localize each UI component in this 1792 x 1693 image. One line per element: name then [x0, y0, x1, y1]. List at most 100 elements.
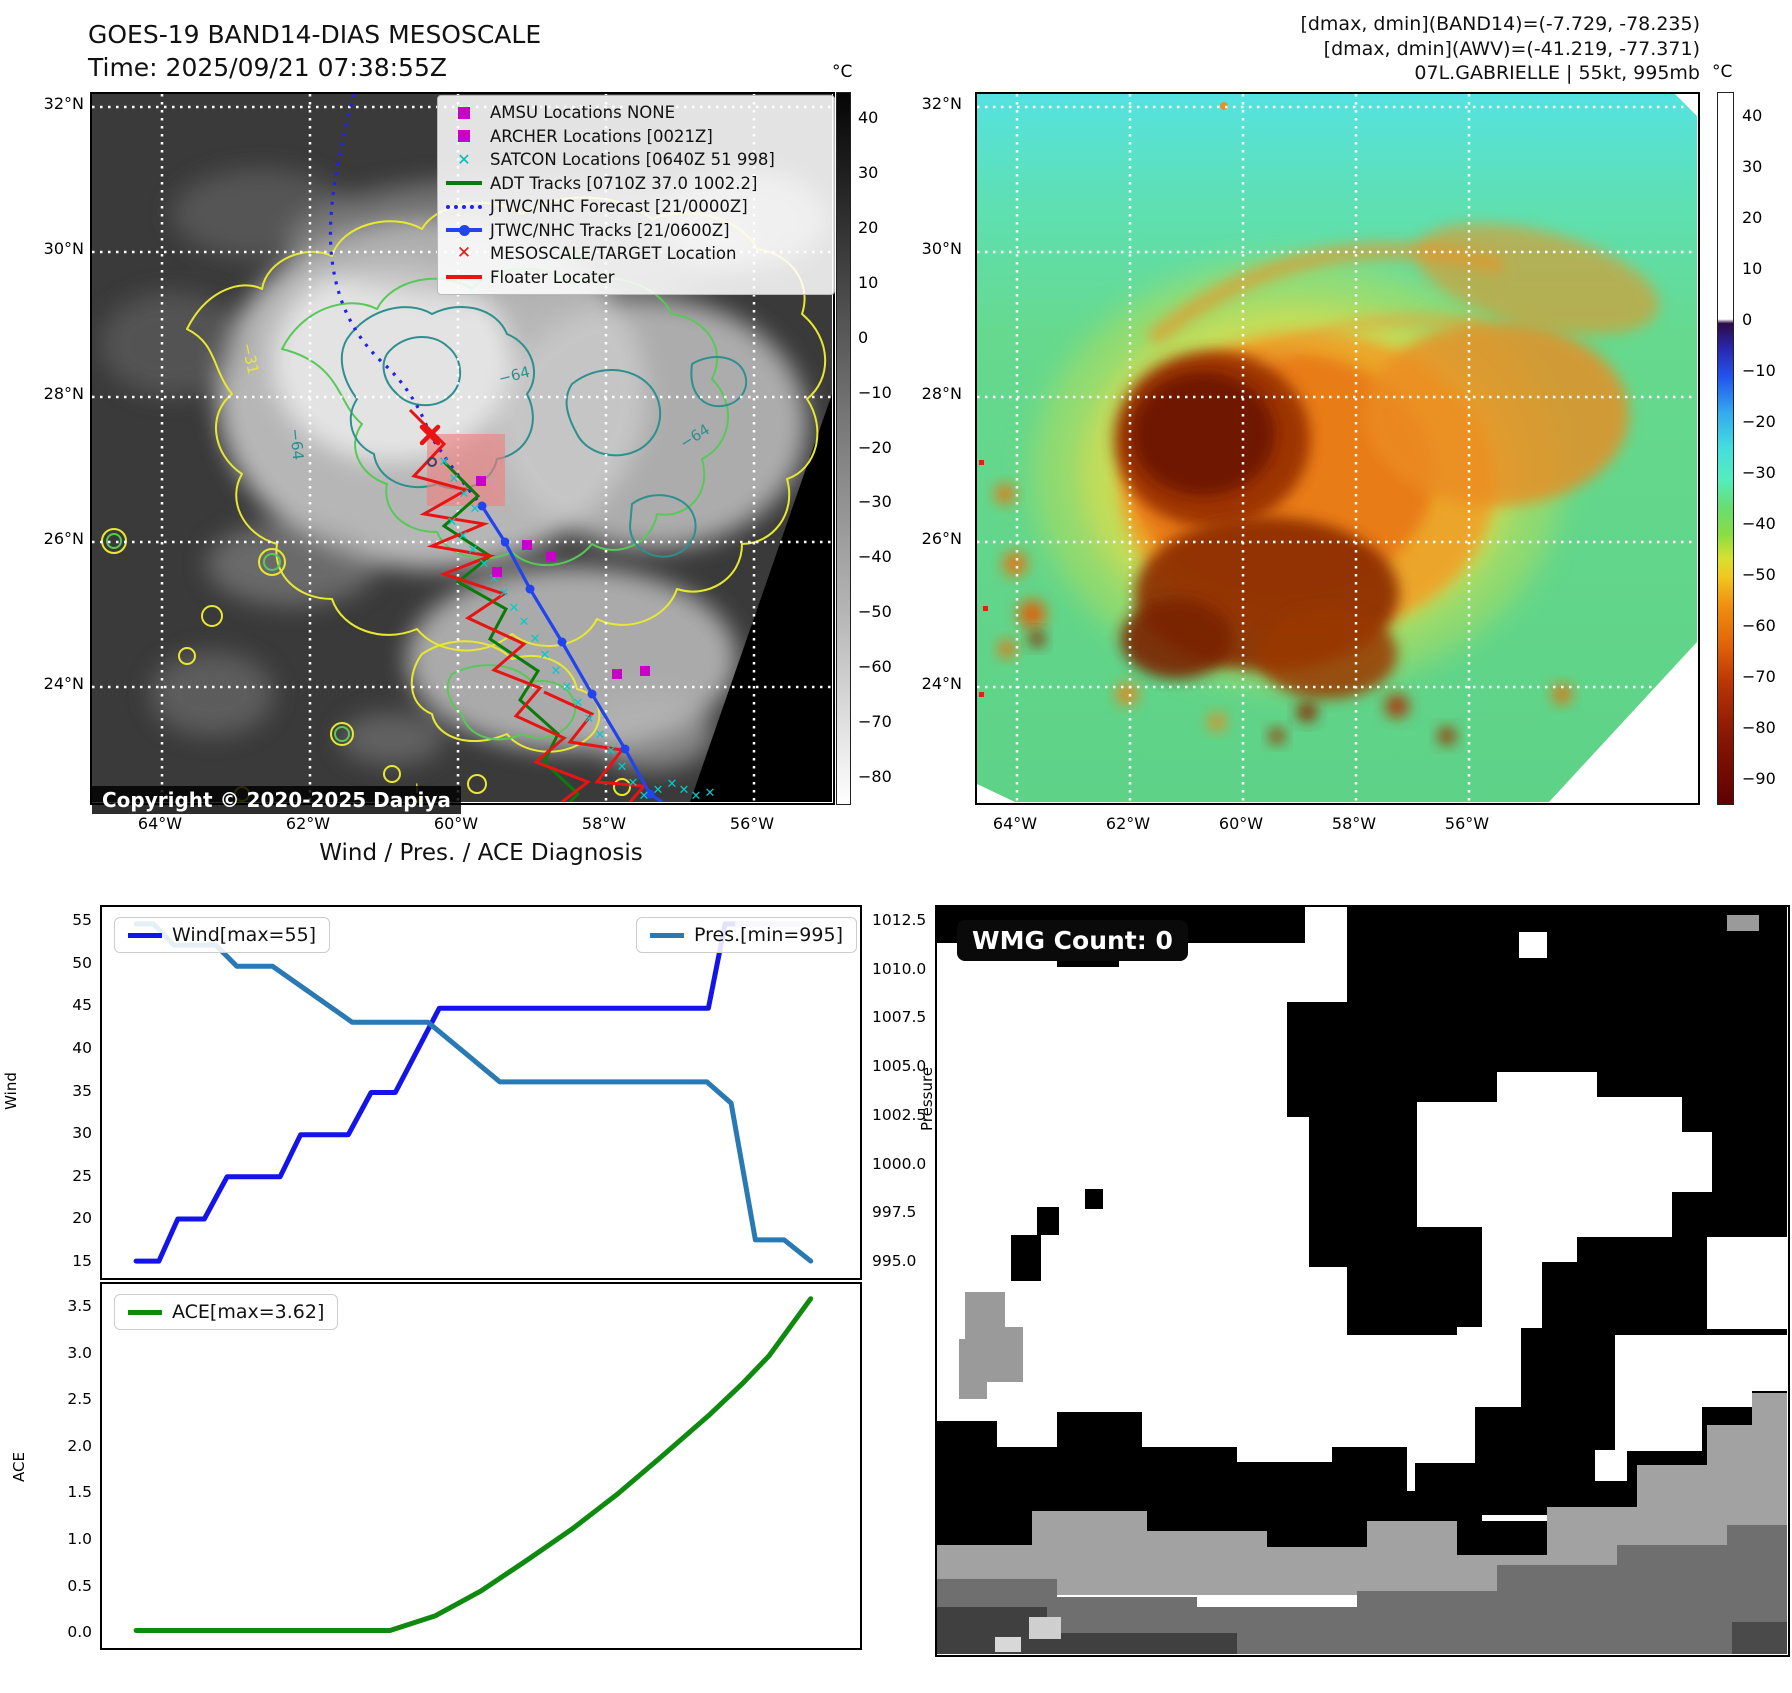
page-title: GOES-19 BAND14-DIAS MESOSCALE Time: 2025… — [88, 18, 541, 84]
wind-tick-label: 50 — [72, 953, 92, 972]
satcon-x-icon: ✕ — [679, 783, 690, 798]
lon-tick-label: 60°W — [1218, 814, 1264, 833]
colorbar-tick-label: −80 — [1742, 717, 1776, 737]
hot-pixel-marks — [979, 460, 988, 697]
pressure-tick-label: 1002.5 — [872, 1105, 927, 1124]
awv-colorbar — [1717, 92, 1734, 805]
legend-item-forecast: JTWC/NHC Forecast [21/0000Z] — [438, 195, 834, 219]
ace-chart — [100, 1282, 862, 1650]
satcon-x-icon: ✕ — [479, 557, 490, 572]
legend-label: JTWC/NHC Forecast [21/0000Z] — [490, 197, 748, 217]
ace-tick-label: 0.5 — [67, 1576, 92, 1595]
blue-line-dot-icon — [438, 224, 490, 236]
steelblue-line-icon — [650, 932, 684, 938]
wmg-midgray-band — [937, 1525, 1787, 1654]
satcon-x-icon: ✕ — [595, 728, 606, 743]
storm-id: 07L.GABRIELLE | 55kt, 995mb — [1414, 62, 1700, 84]
satcon-x-icon: ✕ — [540, 648, 551, 663]
colorbar-tick-label: −30 — [1742, 462, 1776, 482]
legend-label: ARCHER Locations [0021Z] — [490, 126, 713, 146]
satcon-x-icon: ✕ — [530, 632, 541, 647]
archer-location-marks — [476, 476, 650, 679]
jtwc-track-points — [477, 501, 655, 799]
floater-track — [408, 408, 592, 804]
no-data-wedge-bl — [977, 784, 1015, 802]
colorbar-tick-label: 0 — [858, 327, 869, 347]
lon-tick-label: 64°W — [992, 814, 1038, 833]
colorbar-tick-label: 40 — [858, 108, 879, 128]
awv-color-map — [975, 92, 1700, 805]
colorbar-tick-label: 20 — [858, 218, 879, 238]
legend-label: Floater Locater — [490, 267, 615, 287]
lat-tick-label: 32°N — [43, 94, 84, 113]
satcon-x-icon: ✕ — [653, 783, 664, 798]
copyright-badge: Copyright © 2020-2025 Dapiya — [92, 786, 461, 814]
pressure-tick-label: 995.0 — [872, 1251, 917, 1270]
satcon-x-icon: ✕ — [509, 601, 520, 616]
dmax-band14: [dmax, dmin](BAND14)=(-7.729, -78.235) — [1300, 13, 1700, 35]
satcon-x-icon: ✕ — [489, 572, 500, 587]
map-legend: AMSU Locations NONE ARCHER Locations [00… — [437, 95, 835, 295]
blue-line-icon — [128, 932, 162, 938]
colorbar-tick-label: −10 — [1742, 361, 1776, 381]
wmg-count-badge: WMG Count: 0 — [957, 920, 1188, 961]
wind-axis-label: Wind — [1, 1072, 20, 1110]
colorbar-unit: °C — [832, 62, 853, 82]
pressure-legend-label: Pres.[min=995] — [694, 924, 843, 946]
map-gridlines — [977, 94, 1697, 802]
colorbar-tick-label: 0 — [1742, 310, 1753, 330]
satcon-x-icon: ✕ — [573, 696, 584, 711]
ace-tick-label: 0.0 — [67, 1623, 92, 1642]
cyan-x-icon: ✕ — [457, 149, 471, 169]
wind-legend: Wind[max=55] — [114, 917, 331, 953]
colorbar-tick-label: 30 — [858, 163, 879, 183]
satcon-x-icon: ✕ — [470, 502, 481, 517]
satcon-location-marks: ✕✕✕✕✕✕✕✕✕✕✕✕✕✕✕✕✕✕✕✕✕✕✕ ✕ ✕ ✕ ✕ ✕ — [439, 455, 716, 804]
wmg-mask-panel — [935, 905, 1790, 1657]
legend-label: SATCON Locations [0640Z 51 998] — [490, 150, 775, 170]
green-line-icon — [438, 181, 490, 186]
band14-colorbar — [836, 92, 851, 805]
series-pres-min-995- — [133, 921, 814, 1264]
lon-tick-label: 56°W — [729, 814, 775, 833]
pressure-tick-label: 1007.5 — [872, 1008, 927, 1027]
satcon-x-icon: ✕ — [606, 744, 617, 759]
colorbar-tick-label: −80 — [858, 766, 892, 786]
center-fix-circle — [427, 457, 437, 467]
legend-item-amsu: AMSU Locations NONE — [438, 101, 834, 125]
satcon-x-icon: ✕ — [447, 515, 458, 530]
lon-tick-label: 62°W — [285, 814, 331, 833]
satcon-x-icon: ✕ — [468, 543, 479, 558]
satcon-x-icon: ✕ — [617, 760, 628, 775]
satcon-x-icon: ✕ — [584, 712, 595, 727]
colorbar-tick-label: −20 — [1742, 412, 1776, 432]
magenta-square-icon — [438, 106, 490, 119]
lat-tick-label: 32°N — [921, 94, 962, 113]
lon-tick-label: 58°W — [581, 814, 627, 833]
satcon-x-icon: ✕ — [458, 529, 469, 544]
colorbar-tick-label: 40 — [1742, 106, 1763, 126]
colorbar-tick-label: −60 — [1742, 615, 1776, 635]
pressure-tick-label: 1012.5 — [872, 911, 927, 930]
colorbar-unit: °C — [1712, 62, 1733, 82]
jtwc-best-track — [480, 505, 663, 804]
satcon-x-icon: ✕ — [562, 680, 573, 695]
pressure-tick-label: 997.5 — [872, 1203, 917, 1222]
legend-item-archer: ARCHER Locations [0021Z] — [438, 125, 834, 149]
jtwc-forecast-track — [328, 93, 484, 508]
ace-legend-label: ACE[max=3.62] — [172, 1301, 325, 1323]
colorbar-tick-label: −60 — [858, 656, 892, 676]
wind-tick-label: 30 — [72, 1124, 92, 1143]
lat-tick-label: 26°N — [921, 529, 962, 548]
colorbar-tick-label: −40 — [1742, 513, 1776, 533]
pressure-tick-label: 1005.0 — [872, 1057, 927, 1076]
lon-tick-label: 56°W — [1444, 814, 1490, 833]
awv-storm-field — [995, 102, 1659, 745]
legend-item-target: ✕ MESOSCALE/TARGET Location — [438, 242, 834, 266]
dmax-awv: [dmax, dmin](AWV)=(-41.219, -77.371) — [1323, 37, 1700, 60]
legend-label: MESOSCALE/TARGET Location — [490, 244, 737, 264]
lat-tick-label: 30°N — [43, 239, 84, 258]
lat-tick-label: 28°N — [43, 384, 84, 403]
colorbar-tick-label: −50 — [858, 602, 892, 622]
colorbar-tick-label: 30 — [1742, 157, 1763, 177]
